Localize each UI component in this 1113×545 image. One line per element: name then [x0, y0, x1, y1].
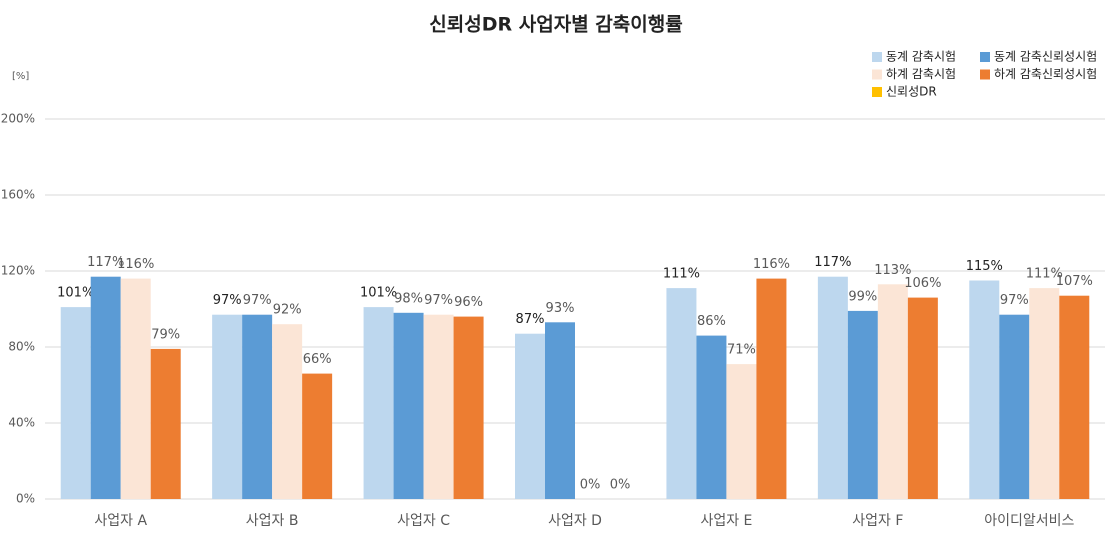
x-tick-label: 사업자 B	[246, 513, 299, 529]
bar	[1059, 295, 1090, 499]
legend-swatch	[872, 52, 882, 62]
bar	[423, 314, 454, 499]
data-label: 98%	[394, 291, 423, 306]
bar	[847, 310, 878, 499]
data-label: 93%	[546, 301, 575, 316]
bar	[666, 288, 697, 499]
y-tick-label: 80%	[8, 340, 35, 354]
bar	[817, 276, 848, 499]
data-label: 86%	[697, 314, 726, 329]
bar	[363, 307, 394, 499]
data-label: 117%	[814, 255, 851, 270]
data-label: 99%	[848, 289, 877, 304]
data-label: 97%	[424, 293, 453, 308]
legend-swatch	[980, 69, 990, 80]
y-tick-label: 200%	[1, 112, 35, 126]
bar	[120, 278, 151, 499]
data-label: 106%	[904, 276, 941, 291]
data-label: 0%	[610, 478, 631, 493]
bar	[302, 373, 333, 499]
data-label: 92%	[273, 303, 302, 318]
bar	[726, 364, 757, 499]
data-label: 87%	[516, 312, 545, 327]
bar	[515, 333, 545, 499]
y-axis-label: [%]	[12, 71, 29, 82]
bar	[242, 314, 273, 499]
bar	[90, 276, 121, 499]
legend-label: 신뢰성DR	[886, 85, 937, 99]
data-label: 111%	[663, 267, 700, 282]
legend-label: 동계 감축시험	[886, 50, 956, 64]
data-label: 115%	[966, 259, 1003, 274]
legend-swatch	[872, 69, 882, 80]
y-tick-label: 0%	[16, 492, 35, 506]
bar	[999, 314, 1030, 499]
bar	[212, 314, 243, 499]
bar	[1029, 288, 1060, 499]
bar	[272, 324, 303, 499]
data-label: 71%	[727, 343, 756, 358]
data-label: 79%	[151, 327, 180, 342]
data-label: 97%	[243, 293, 272, 308]
data-label: 101%	[57, 286, 94, 301]
x-tick-label: 사업자 A	[94, 513, 147, 529]
chart-title: 신뢰성DR 사업자별 감축이행률	[429, 14, 682, 36]
x-tick-label: 사업자 F	[852, 513, 903, 529]
data-label: 117%	[87, 255, 124, 270]
x-tick-label: 사업자 D	[548, 513, 602, 529]
data-label: 116%	[117, 257, 154, 272]
bar	[60, 307, 91, 499]
legend-label: 동계 감축신뢰성시험	[994, 50, 1097, 64]
bar	[150, 348, 181, 499]
y-tick-label: 120%	[1, 264, 35, 278]
bar	[877, 284, 908, 499]
data-label: 66%	[303, 352, 332, 367]
data-label: 96%	[454, 295, 483, 310]
data-label: 101%	[360, 286, 397, 301]
data-label: 0%	[580, 478, 601, 493]
data-label: 116%	[753, 257, 790, 272]
bar	[545, 322, 575, 499]
bar	[393, 312, 424, 499]
legend-label: 하계 감축신뢰성시험	[994, 67, 1097, 81]
bar	[969, 280, 1000, 499]
legend-label: 하계 감축시험	[886, 67, 956, 81]
bar	[696, 335, 727, 499]
bar	[453, 316, 484, 499]
x-tick-label: 사업자 C	[397, 513, 450, 529]
data-label: 113%	[874, 263, 911, 278]
x-tick-label: 사업자 E	[700, 513, 752, 529]
bar	[907, 297, 938, 499]
legend-swatch	[980, 52, 990, 62]
data-label: 97%	[213, 293, 242, 308]
data-label: 97%	[1000, 293, 1029, 308]
x-tick-label: 아이디알서비스	[984, 513, 1074, 529]
legend-swatch	[872, 87, 882, 97]
y-tick-label: 160%	[1, 188, 35, 202]
data-label: 111%	[1026, 267, 1063, 282]
data-label: 107%	[1056, 274, 1093, 289]
y-tick-label: 40%	[8, 416, 35, 430]
bar	[756, 278, 787, 499]
